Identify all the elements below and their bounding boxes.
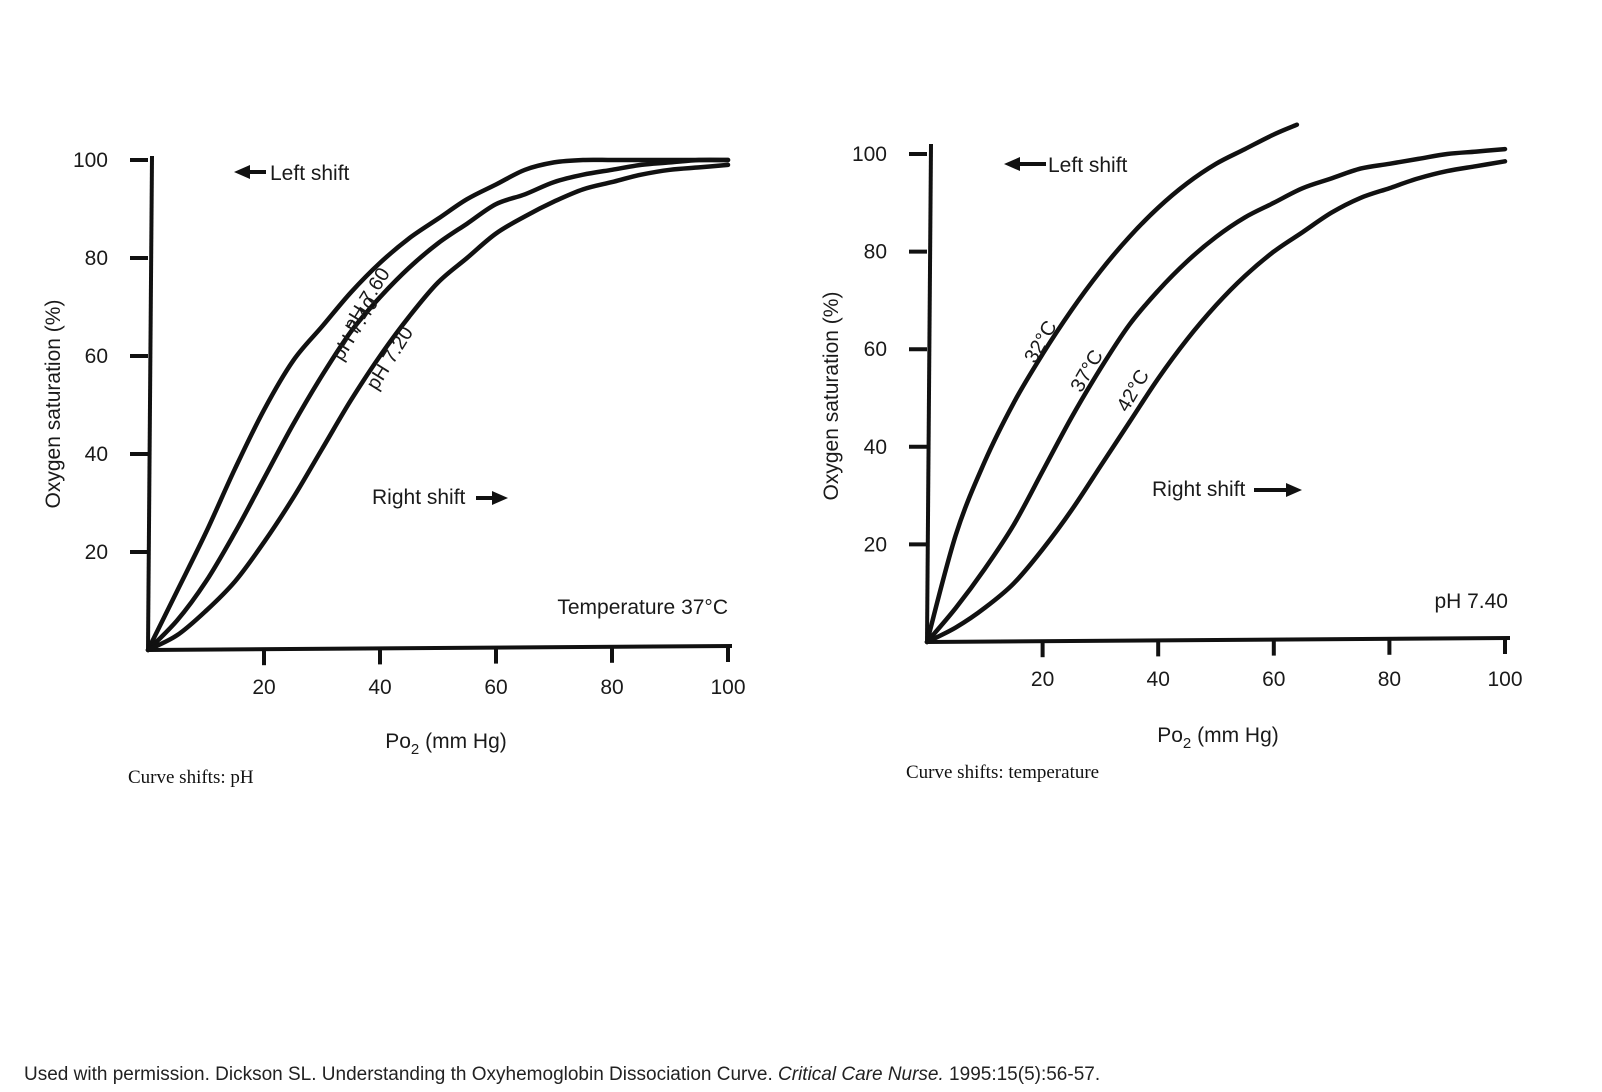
x-tick-label: 100 [710,676,745,699]
y-axis-line [925,143,933,643]
y-tick-label: 60 [864,338,887,361]
x-tick-label: 40 [368,676,391,699]
y-tick-label: 80 [864,241,887,264]
series-labels: 32°C37°C 42°C [1020,317,1154,416]
right-shift-annotation: Right shift [372,486,508,509]
y-axis-title: Oxygen saturation (%) [820,292,843,501]
series-label: 37°C [1067,346,1108,396]
x-axis-title-main: Po [385,730,411,753]
x-axis-title-unit: (mm Hg) [1191,724,1279,747]
series-line [924,146,1508,645]
y-tick-label: 60 [85,345,108,368]
x-axis-title-unit: (mm Hg) [419,730,507,753]
chart-ph-caption: Curve shifts: pH [128,767,254,788]
condition-label: pH 7.40 [1434,590,1508,613]
y-tick-label: 80 [85,247,108,270]
y-tick-label: 20 [85,541,108,564]
x-tick-label: 60 [1262,668,1285,691]
y-tick-label: 100 [73,149,108,172]
condition-label: Temperature 37°C [557,596,728,619]
series-curves [924,122,1508,645]
y-tick-label: 40 [864,436,887,459]
x-axis-title-main: Po [1157,724,1183,747]
series-curves [145,157,731,653]
series-line [145,157,731,653]
x-tick-label: 40 [1147,668,1170,691]
citation-prefix: Used with permission. Dickson SL. Unders… [24,1064,779,1085]
left-shift-annotation: Left shift [1004,154,1128,177]
right-arrow-icon [1254,483,1302,497]
right-shift-annotation: Right shift [1152,478,1302,501]
x-axis-title: Po2 (mm Hg) [1157,724,1279,752]
right-shift-label: Right shift [1152,478,1246,501]
left-shift-label: Left shift [270,162,350,185]
left-arrow-icon [234,165,266,179]
x-axis-title-sub: 2 [1183,735,1191,752]
series-line [924,122,1300,645]
x-axis-line [926,636,1511,644]
right-shift-label: Right shift [372,486,466,509]
x-axis: 20 40 60 80 100 [147,644,746,699]
x-tick-label: 60 [484,676,507,699]
left-shift-annotation: Left shift [234,162,350,185]
x-tick-label: 80 [1378,668,1401,691]
x-axis-title: Po2 (mm Hg) [385,730,507,758]
x-tick-label: 100 [1487,668,1522,691]
x-axis: 20 40 60 80 100 [926,636,1523,691]
x-axis-line [147,644,733,652]
y-tick-label: 20 [864,533,887,556]
x-axis-title-sub: 2 [411,741,419,758]
y-tick-label: 40 [85,443,108,466]
left-arrow-icon [1004,157,1046,171]
x-tick-label: 20 [252,676,275,699]
right-arrow-icon [476,491,508,505]
y-tick-label: 100 [852,143,887,166]
x-tick-label: 80 [600,676,623,699]
chart-temperature: 20 40 60 80 100 20 40 60 80 100 32°C37°C 42°C Oxy… [820,122,1523,752]
series-line [145,157,731,653]
x-tick-label: 20 [1031,668,1054,691]
citation-suffix: 1995:15(5):56-57. [943,1064,1101,1085]
citation-journal: Critical Care Nurse. [778,1064,944,1085]
series-label: pH 7.20 [362,323,418,394]
y-axis: 20 40 60 80 100 [73,149,154,651]
series-label: 32°C [1020,317,1061,367]
y-axis-title: Oxygen saturation (%) [42,300,65,509]
y-axis: 20 40 60 80 100 [852,143,933,643]
left-shift-label: Left shift [1048,154,1128,177]
y-axis-line [146,155,154,651]
citation: Used with permission. Dickson SL. Unders… [24,1064,1100,1086]
series-line [924,159,1508,645]
chart-temperature-caption: Curve shifts: temperature [906,762,1100,783]
series-line [145,162,731,653]
